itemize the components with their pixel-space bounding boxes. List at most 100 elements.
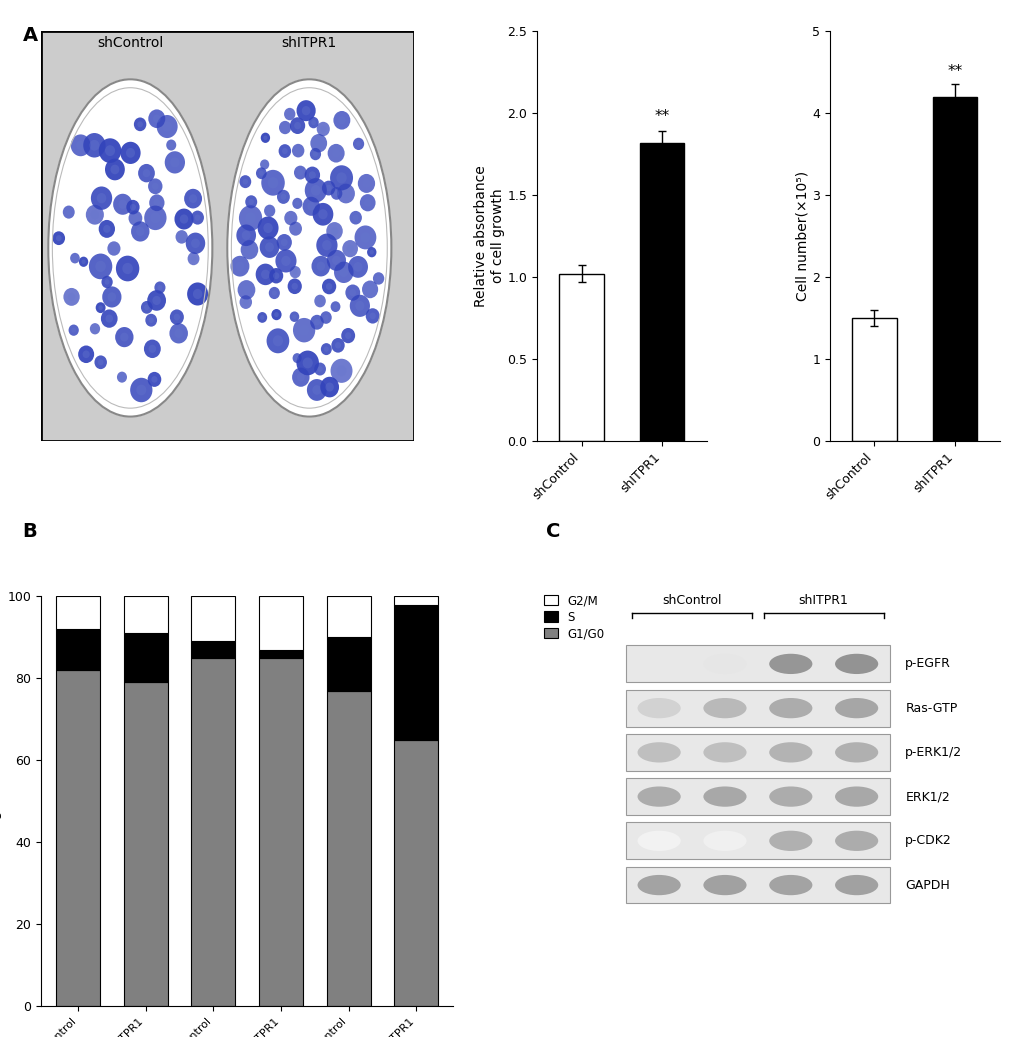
Ellipse shape	[315, 139, 322, 147]
Ellipse shape	[314, 319, 320, 326]
Ellipse shape	[68, 325, 78, 336]
Ellipse shape	[107, 292, 116, 302]
Ellipse shape	[91, 211, 99, 219]
Ellipse shape	[236, 224, 256, 246]
Ellipse shape	[296, 147, 301, 153]
Ellipse shape	[703, 875, 746, 895]
Ellipse shape	[76, 140, 85, 150]
Ellipse shape	[294, 356, 299, 360]
Ellipse shape	[330, 359, 353, 383]
Ellipse shape	[186, 282, 208, 306]
Ellipse shape	[715, 792, 733, 801]
Ellipse shape	[70, 253, 79, 263]
Ellipse shape	[768, 653, 811, 674]
Ellipse shape	[350, 289, 356, 297]
Bar	[123, 596, 167, 634]
Ellipse shape	[191, 256, 196, 261]
Ellipse shape	[322, 180, 335, 195]
Ellipse shape	[149, 194, 164, 212]
Bar	[852, 317, 896, 441]
Ellipse shape	[350, 295, 370, 317]
Ellipse shape	[246, 246, 253, 254]
Ellipse shape	[353, 138, 364, 150]
Ellipse shape	[68, 292, 75, 301]
Bar	[192, 657, 235, 1006]
Ellipse shape	[287, 111, 292, 117]
Ellipse shape	[350, 211, 362, 225]
Ellipse shape	[82, 259, 86, 264]
Ellipse shape	[63, 288, 79, 306]
Bar	[626, 690, 889, 727]
Ellipse shape	[333, 111, 350, 130]
Ellipse shape	[307, 202, 315, 211]
Ellipse shape	[336, 184, 355, 203]
Ellipse shape	[125, 148, 135, 158]
Ellipse shape	[293, 122, 301, 130]
Ellipse shape	[362, 281, 378, 299]
Ellipse shape	[841, 878, 871, 892]
Ellipse shape	[157, 285, 162, 290]
Ellipse shape	[260, 315, 264, 319]
Ellipse shape	[847, 881, 864, 889]
Ellipse shape	[256, 263, 275, 285]
Ellipse shape	[175, 230, 187, 244]
Ellipse shape	[275, 249, 297, 273]
Ellipse shape	[96, 302, 106, 313]
Ellipse shape	[291, 144, 304, 158]
Ellipse shape	[367, 247, 376, 257]
Ellipse shape	[78, 345, 94, 363]
Ellipse shape	[360, 232, 370, 243]
Ellipse shape	[311, 185, 320, 196]
Ellipse shape	[170, 309, 183, 325]
Ellipse shape	[258, 217, 278, 240]
Ellipse shape	[262, 162, 266, 167]
Ellipse shape	[144, 305, 149, 310]
Ellipse shape	[191, 211, 204, 225]
Ellipse shape	[321, 343, 331, 355]
Text: p-ERK1/2: p-ERK1/2	[905, 746, 962, 759]
Ellipse shape	[330, 165, 353, 191]
Ellipse shape	[311, 256, 330, 277]
Bar	[626, 867, 889, 903]
Ellipse shape	[149, 317, 154, 324]
Ellipse shape	[261, 170, 284, 196]
Ellipse shape	[768, 698, 811, 719]
Ellipse shape	[263, 136, 267, 140]
Ellipse shape	[144, 339, 161, 358]
Ellipse shape	[650, 837, 667, 845]
Ellipse shape	[366, 308, 379, 324]
Ellipse shape	[715, 837, 733, 845]
Ellipse shape	[297, 351, 319, 375]
Ellipse shape	[98, 305, 103, 310]
Text: **: **	[947, 63, 962, 79]
Ellipse shape	[353, 215, 358, 221]
Ellipse shape	[264, 204, 275, 217]
Ellipse shape	[312, 385, 321, 395]
Ellipse shape	[162, 121, 172, 132]
Ellipse shape	[256, 167, 266, 179]
Ellipse shape	[238, 205, 262, 231]
Ellipse shape	[274, 312, 278, 317]
Ellipse shape	[95, 356, 107, 369]
Ellipse shape	[782, 749, 799, 756]
Ellipse shape	[280, 194, 286, 200]
Ellipse shape	[703, 786, 746, 807]
Ellipse shape	[835, 653, 877, 674]
Ellipse shape	[99, 220, 115, 237]
Ellipse shape	[116, 256, 140, 281]
Ellipse shape	[841, 701, 871, 716]
Ellipse shape	[276, 234, 291, 251]
Ellipse shape	[841, 746, 871, 759]
Ellipse shape	[122, 262, 132, 274]
Ellipse shape	[289, 267, 301, 278]
Ellipse shape	[320, 311, 331, 324]
Ellipse shape	[774, 834, 805, 848]
Ellipse shape	[709, 701, 740, 716]
Ellipse shape	[709, 789, 740, 804]
Ellipse shape	[187, 252, 200, 265]
Ellipse shape	[157, 115, 177, 138]
Ellipse shape	[303, 358, 313, 368]
Ellipse shape	[336, 365, 346, 376]
Ellipse shape	[316, 121, 329, 136]
Ellipse shape	[369, 250, 374, 254]
